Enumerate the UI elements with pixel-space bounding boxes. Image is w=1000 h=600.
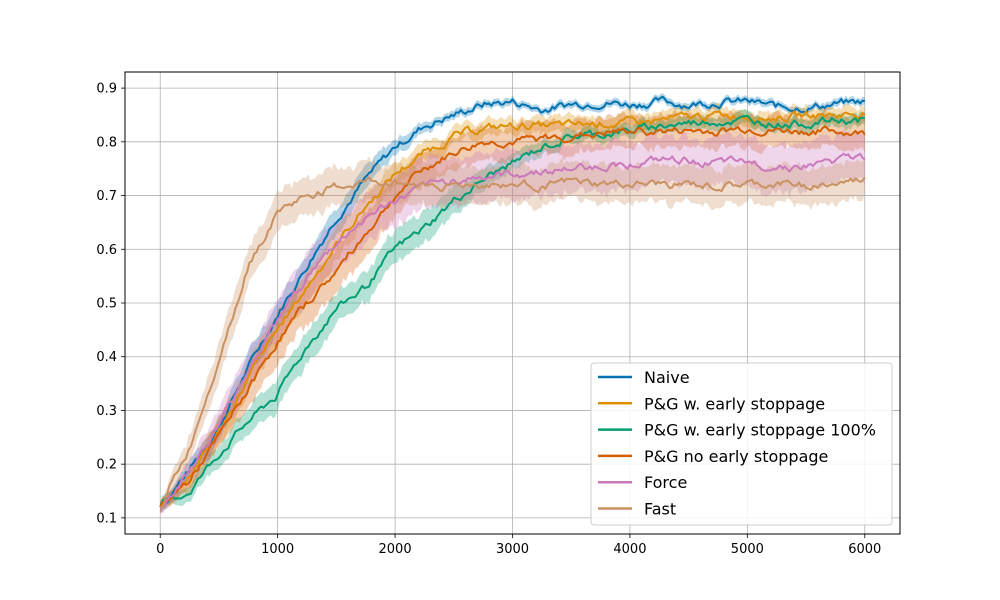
legend-label: Naive	[644, 368, 690, 387]
x-tick-label: 3000	[496, 542, 529, 557]
x-tick-label: 4000	[613, 542, 646, 557]
legend-label: P&G w. early stoppage	[644, 394, 825, 413]
y-tick-label: 0.8	[96, 135, 117, 150]
y-tick-label: 0.4	[96, 350, 117, 365]
x-axis: 0 1000 2000 3000 4000 5000 6000	[156, 534, 881, 557]
x-tick-label: 1000	[261, 542, 294, 557]
series-line	[159, 152, 866, 509]
x-tick-label: 5000	[731, 542, 764, 557]
y-tick-label: 0.7	[96, 189, 117, 204]
series-band	[160, 156, 865, 513]
series-line	[159, 114, 866, 508]
series-line	[159, 110, 866, 508]
y-tick-label: 0.3	[96, 404, 117, 419]
x-tick-label: 2000	[379, 542, 412, 557]
series-band	[160, 107, 865, 514]
legend-label: Fast	[644, 500, 676, 519]
x-tick-label: 6000	[848, 542, 881, 557]
legend: Naive P&G w. early stoppage P&G w. early s…	[590, 362, 893, 526]
y-tick-label: 0.5	[96, 297, 117, 312]
legend-label: Force	[644, 473, 687, 492]
y-axis: 0.1 0.2 0.3 0.4 0.5 0.6 0.7 0.8 0.9	[96, 82, 125, 526]
series-line	[160, 95, 865, 509]
legend-label: P&G w. early stoppage 100%	[644, 421, 876, 440]
series-line	[159, 125, 866, 508]
y-tick-label: 0.9	[96, 82, 117, 97]
series-lines	[159, 95, 866, 509]
x-tick-label: 0	[156, 542, 164, 557]
series-line	[160, 176, 866, 509]
y-tick-label: 0.6	[96, 243, 117, 258]
legend-label: P&G no early stoppage	[644, 447, 828, 466]
y-tick-label: 0.2	[96, 458, 117, 473]
y-tick-label: 0.1	[96, 511, 117, 526]
legend-box	[590, 362, 893, 526]
